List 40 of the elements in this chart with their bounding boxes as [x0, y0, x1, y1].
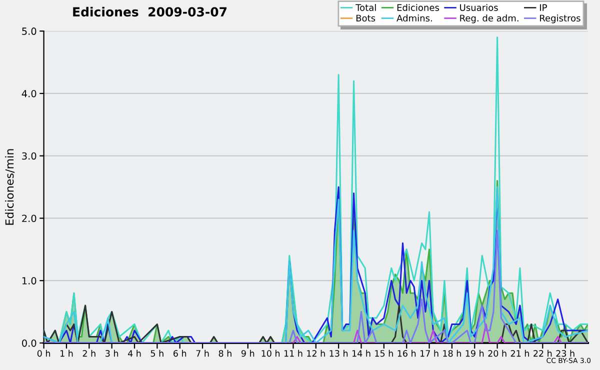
x-tick-label: 14 h [352, 350, 370, 357]
x-tick-label: 7 h [196, 350, 209, 357]
x-tick-label: 22 h [534, 350, 552, 357]
x-tick-label: 18 h [443, 350, 461, 357]
x-tick-label: 8 h [218, 350, 232, 357]
x-tick-label: 21 h [510, 350, 529, 357]
y-tick-label: 5.0 [22, 28, 36, 35]
x-tick-label: 16 h [398, 350, 416, 357]
legend-label: Reg. de adm. [460, 14, 518, 24]
x-tick-label: 15 h [375, 350, 393, 357]
x-tick-label: 17 h [420, 350, 438, 357]
x-tick-label: 13 h [330, 350, 348, 357]
legend-label: Ediciones [397, 4, 440, 11]
legend-label: Registros [540, 14, 580, 24]
x-tick-label: 23 h [556, 350, 574, 357]
x-tick-label: 20 h [488, 350, 506, 357]
legend-label: Bots [356, 14, 376, 22]
legend-label: IP [540, 4, 547, 11]
x-tick-label: 12 h [307, 350, 325, 357]
x-tick-label: 4 h [128, 350, 141, 357]
x-tick-label: 19 h [466, 350, 484, 357]
y-tick-label: 0.0 [22, 339, 36, 347]
x-tick-label: 3 h [106, 350, 118, 357]
legend-label: Usuarios [460, 4, 498, 11]
y-axis-title: Ediciones/min [5, 149, 15, 225]
legend-label: Admins. [396, 14, 432, 22]
y-tick-label: 1.0 [22, 277, 36, 284]
x-tick-label: 5 h [150, 350, 164, 357]
x-tick-label: 6 h [174, 350, 186, 357]
x-tick-label: 1 h [60, 350, 73, 357]
chart-title: Ediciones 2009-03-07 [73, 6, 227, 17]
x-tick-label: 2 h [82, 350, 96, 357]
y-tick-label: 2.0 [22, 214, 36, 222]
x-tick-label: 0 h [37, 350, 50, 357]
x-tick-label: 11 h [284, 350, 302, 357]
x-tick-label: 9 h [241, 350, 254, 357]
x-tick-label: 10 h [262, 350, 280, 357]
y-tick-label: 3.0 [22, 152, 36, 160]
y-tick-label: 4.0 [22, 90, 36, 98]
legend-label: Total [356, 4, 376, 11]
